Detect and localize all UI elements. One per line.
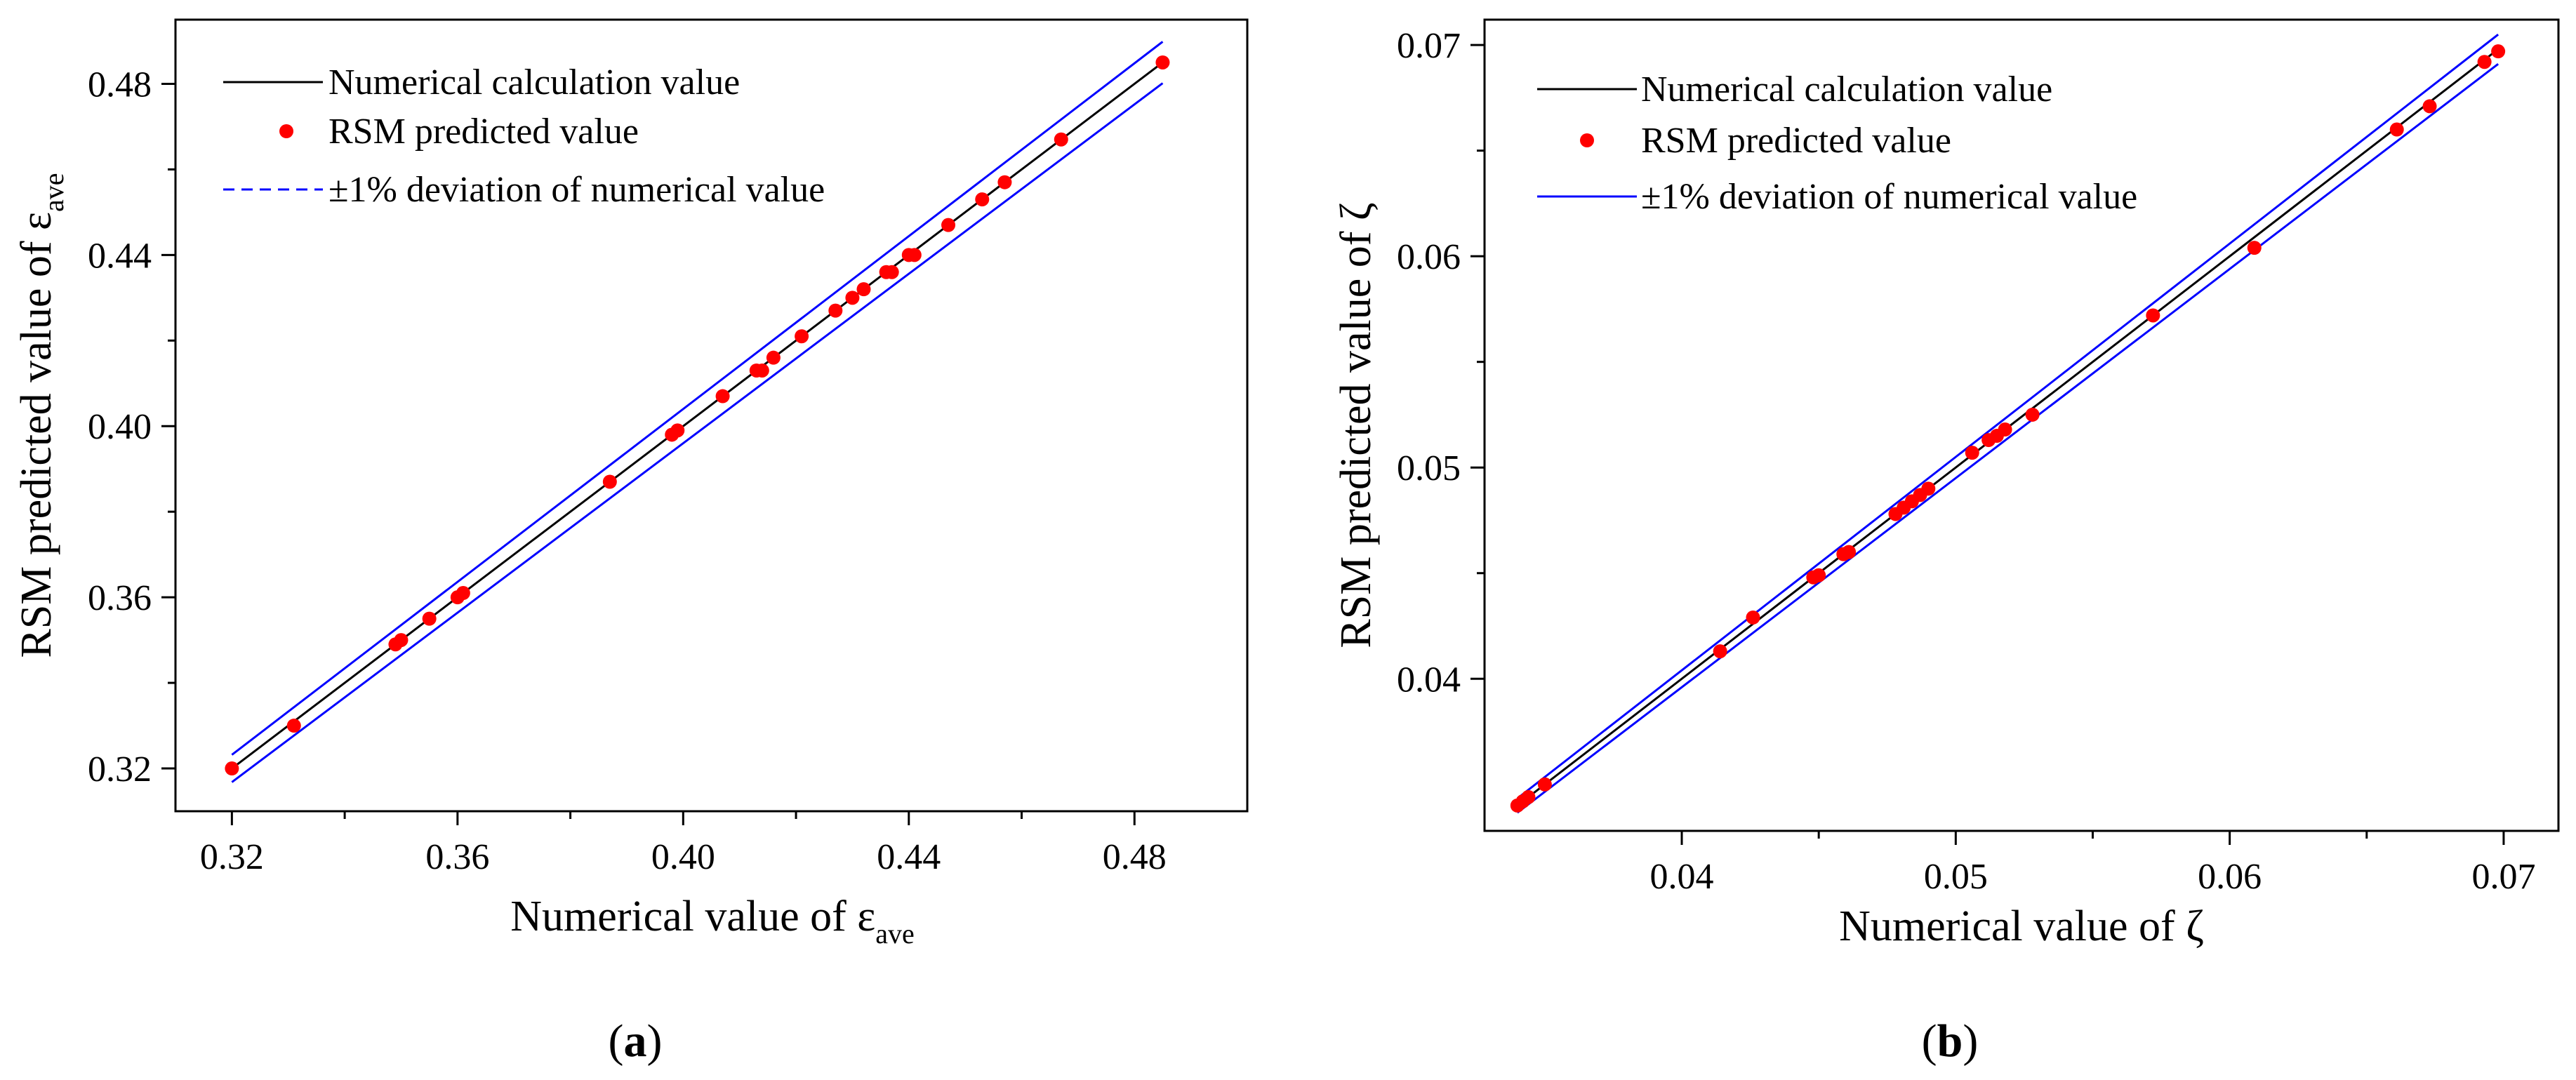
panel-b-legend: Numerical calculation value RSM predicte…: [1537, 69, 2137, 217]
panel-a-x-axis-title: Numerical value of εave: [510, 893, 915, 949]
panel-a-x-ticks: 0.32 0.36 0.40 0.44 0.48: [200, 811, 1167, 877]
panel-a-data-point: [907, 248, 922, 262]
panel-a-legend-marker-icon: [279, 124, 293, 138]
panel-b-legend-marker-icon: [1580, 133, 1594, 147]
panel-b-data-point: [1998, 422, 2012, 437]
panel-a-axes-frame: [174, 18, 1249, 813]
panel-b-y-ticks: 0.04 0.05 0.06 0.07: [1397, 26, 1485, 700]
panel-a-y-tick-label: 0.32: [88, 749, 152, 789]
panel-a-x-tick-label: 0.44: [877, 837, 941, 877]
panel-a-data-point: [941, 218, 956, 232]
panel-a-data-point: [225, 761, 239, 776]
panel-a-y-axis-title: RSM predicted value of εave: [13, 173, 69, 658]
panel-a-data-point: [766, 350, 781, 365]
panel-b-data-point: [1537, 777, 1552, 792]
panel-a-x-tick-label: 0.40: [651, 837, 715, 877]
panel-a-legend-label-numerical: Numerical calculation value: [328, 62, 740, 102]
panel-b-data-point: [2146, 308, 2160, 323]
panel-b-data-point: [1746, 610, 1760, 625]
panel-a-data-point: [884, 265, 899, 279]
panel-a-y-tick-label: 0.44: [88, 236, 152, 276]
panel-a-data-point: [602, 474, 617, 489]
panel-b-deviation-line-upper: [1516, 33, 2499, 799]
panel-b-x-tick-label: 0.04: [1650, 857, 1714, 897]
panel-b-data-point: [2389, 122, 2404, 137]
panel-b-y-tick-label: 0.05: [1397, 448, 1461, 488]
panel-a-x-tick-label: 0.36: [425, 837, 489, 877]
panel-a-y-tick-label: 0.40: [88, 407, 152, 447]
panel-a-label: (a): [609, 1015, 663, 1067]
panel-b-y-tick-label: 0.04: [1397, 660, 1461, 700]
panel-b-data-point: [2025, 407, 2040, 422]
panel-a-y-tick-label: 0.36: [88, 578, 152, 618]
panel-b-data-point: [1921, 481, 1936, 496]
panel-b-data-point: [2247, 241, 2262, 255]
panel-b-x-ticks: 0.04 0.05 0.06 0.07: [1650, 831, 2535, 897]
panel-a-deviation-line-lower: [231, 82, 1164, 783]
panel-a-x-tick-label: 0.48: [1103, 837, 1167, 877]
panel-a-y-ticks: 0.32 0.36 0.40 0.44 0.48: [88, 65, 175, 789]
panel-a-plot-area: [225, 41, 1170, 783]
panel-b: 0.04 0.05 0.06 0.07 0.04 0.05 0.06 0.07 Numeri…: [1332, 18, 2560, 1067]
panel-b-x-tick-label: 0.05: [1924, 857, 1988, 897]
panel-b-data-point: [1521, 789, 1536, 804]
panel-b-data-point: [1812, 568, 1826, 582]
panel-b-plot-area: [1510, 33, 2506, 814]
panel-a-data-point: [997, 175, 1012, 189]
panel-a-legend: Numerical calculation value RSM predicte…: [223, 62, 825, 210]
panel-b-x-axis-title: Numerical value of ζ: [1839, 902, 2204, 950]
panel-b-legend-label-numerical: Numerical calculation value: [1641, 69, 2052, 109]
panel-b-deviation-line-lower: [1516, 62, 2499, 814]
panel-a: 0.32 0.36 0.40 0.44 0.48 0.32 0.36 0.40 0.44 0.4…: [13, 18, 1249, 1067]
panel-b-y-tick-label: 0.06: [1397, 237, 1461, 277]
panel-a-data-point: [1054, 132, 1068, 147]
panel-a-data-point: [828, 303, 843, 318]
panel-a-data-point: [1155, 55, 1170, 69]
panel-b-label: (b): [1922, 1015, 1979, 1067]
panel-b-data-point: [1842, 545, 1857, 559]
panel-a-data-point: [715, 389, 730, 404]
panel-a-data-point: [845, 291, 860, 305]
panel-b-x-tick-label: 0.07: [2471, 857, 2535, 897]
panel-a-data-point: [422, 611, 437, 626]
panel-a-deviation-line-upper: [231, 41, 1164, 756]
panel-b-data-point: [1713, 644, 1727, 659]
panel-b-axes-frame: [1483, 18, 2560, 832]
panel-a-data-point: [755, 363, 769, 378]
panel-a-legend-label-rsm: RSM predicted value: [328, 112, 639, 152]
panel-a-data-point: [456, 586, 470, 601]
panel-b-y-tick-label: 0.07: [1397, 26, 1461, 66]
panel-b-data-point: [2491, 44, 2506, 59]
panel-b-y-axis-title: RSM predicted value of ζ: [1332, 202, 1380, 648]
panel-b-data-point: [2477, 55, 2492, 69]
panel-b-legend-label-deviation: ±1% deviation of numerical value: [1641, 177, 2137, 217]
panel-a-y-tick-label: 0.48: [88, 65, 152, 105]
panel-b-data-point: [1965, 446, 1979, 460]
panel-b-x-tick-label: 0.06: [2198, 857, 2262, 897]
panel-b-legend-label-rsm: RSM predicted value: [1641, 121, 1951, 161]
panel-a-legend-label-deviation: ±1% deviation of numerical value: [328, 170, 825, 210]
panel-a-data-point: [975, 192, 990, 207]
panel-a-x-tick-label: 0.32: [200, 837, 264, 877]
panel-a-data-point: [795, 329, 809, 344]
panel-a-data-point: [286, 719, 301, 733]
panel-a-data-point: [394, 633, 409, 648]
panel-a-data-point: [670, 423, 685, 438]
panel-a-data-point: [856, 282, 871, 297]
panel-b-data-point: [2422, 99, 2437, 114]
